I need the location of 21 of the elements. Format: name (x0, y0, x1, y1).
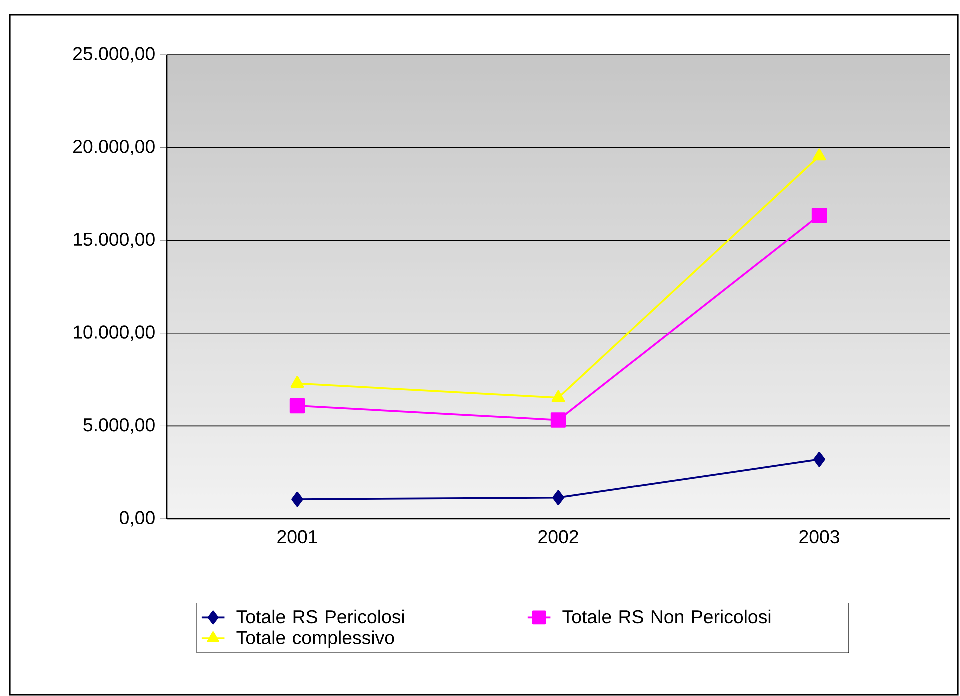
y-tick-label: 0,00 (120, 511, 155, 527)
point (814, 452, 826, 468)
y-tick-label: 10.000,00 (74, 326, 155, 342)
y-tick-label: 5.000,00 (84, 418, 155, 434)
point (290, 376, 304, 388)
legend-label: Totale RS Pericolosi (236, 610, 404, 624)
legend-label: Totale complessivo (236, 630, 394, 648)
x-tick-label: 2003 (800, 530, 840, 544)
point (812, 148, 826, 161)
y-tick-label: 20.000,00 (74, 140, 155, 156)
x-tick-label: 2001 (278, 530, 318, 544)
y-tick-label: 25.000,00 (74, 47, 155, 63)
point (552, 390, 566, 402)
point (292, 492, 304, 508)
x-tick-label: 2002 (538, 530, 578, 544)
y-tick-label: 15.000,00 (74, 232, 155, 248)
point (812, 208, 828, 224)
legend-label: Totale RS Non Pericolosi (562, 610, 771, 624)
point (290, 398, 306, 414)
point (552, 490, 564, 506)
point (550, 412, 566, 428)
